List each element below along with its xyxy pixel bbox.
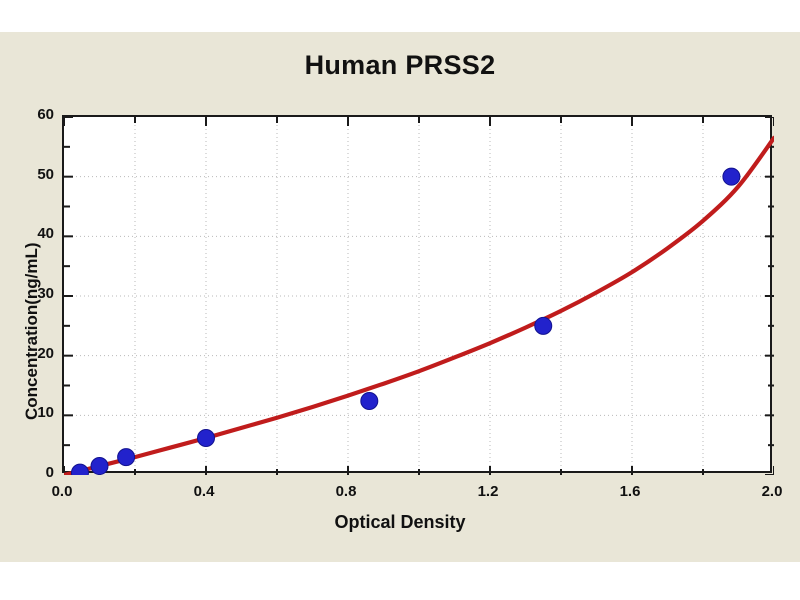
plot-area (62, 115, 774, 475)
fitted-curve (64, 135, 774, 475)
data-points (70, 167, 741, 475)
y-axis-label: Concentration(ng/mL) (22, 242, 41, 420)
y-tick-label: 50 (37, 165, 54, 183)
x-tick-label: 0.0 (51, 483, 73, 500)
chart-title: Human PRSS2 (304, 50, 496, 80)
data-point (70, 463, 89, 475)
y-tick-label: 60 (37, 106, 54, 123)
gridlines (64, 117, 774, 475)
x-tick-label: 1.2 (477, 483, 499, 500)
y-tick-label: 30 (37, 285, 54, 302)
x-tick-label: 0.8 (335, 483, 357, 500)
data-point (117, 448, 136, 467)
axis-ticks (64, 117, 774, 475)
x-tick-label: 1.6 (619, 483, 641, 500)
y-tick-label: 20 (37, 344, 54, 362)
plot-canvas (64, 117, 774, 475)
data-point (360, 392, 379, 411)
x-tick-label: 0.4 (193, 483, 215, 500)
fit-curve-path (64, 135, 774, 475)
y-tick-label: 10 (37, 404, 54, 422)
data-point (197, 429, 215, 448)
x-axis-label: Optical Density (334, 512, 466, 532)
y-tick-label: 40 (37, 225, 54, 243)
data-point (534, 316, 553, 335)
data-point (90, 457, 109, 475)
x-tick-label: 2.0 (761, 483, 783, 500)
y-tick-label: 0 (45, 464, 54, 481)
data-point (722, 167, 741, 186)
